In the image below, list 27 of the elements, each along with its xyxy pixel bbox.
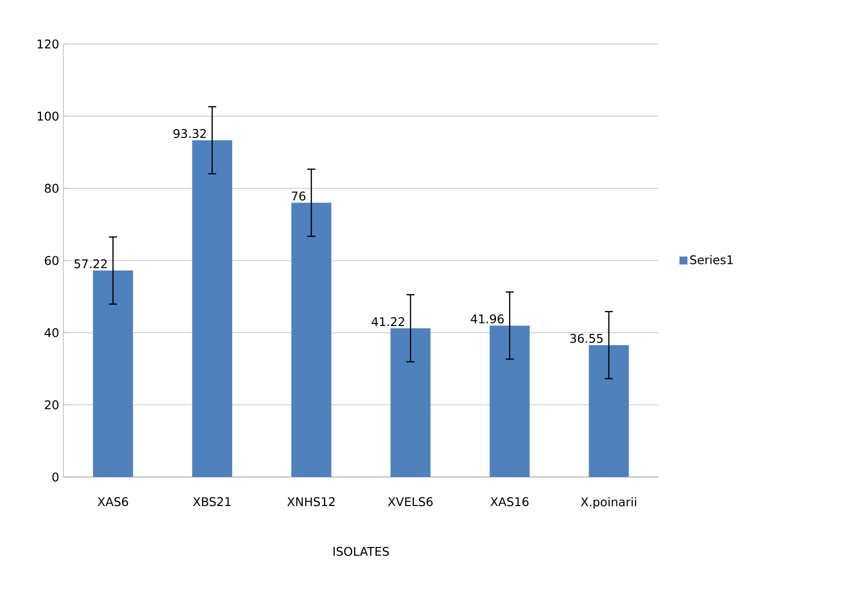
bar bbox=[93, 270, 134, 477]
data-label: 41.96 bbox=[470, 314, 504, 324]
data-label: 41.22 bbox=[372, 317, 404, 326]
x-tick-label: XAS16 bbox=[490, 497, 529, 506]
bar bbox=[192, 140, 232, 477]
bar bbox=[588, 345, 629, 477]
x-tick-label: XNHS12 bbox=[287, 497, 335, 506]
x-tick-label: XBS21 bbox=[193, 497, 231, 506]
y-tick-label: 120 bbox=[38, 39, 58, 49]
y-tick-label: 40 bbox=[44, 328, 58, 338]
x-axis-title: ISOLATES bbox=[334, 546, 389, 556]
legend-label: Series1 bbox=[690, 255, 733, 264]
bar bbox=[291, 202, 332, 477]
bar bbox=[490, 326, 530, 477]
y-tick-label: 20 bbox=[44, 400, 58, 410]
y-tick-label: 60 bbox=[44, 256, 58, 266]
data-label: 57.22 bbox=[74, 259, 107, 268]
data-label: 76 bbox=[292, 192, 306, 201]
y-tick-label: 0 bbox=[52, 472, 58, 482]
x-tick-label: XAS6 bbox=[98, 497, 128, 506]
y-tick-label: 100 bbox=[38, 112, 58, 121]
data-label: 93.32 bbox=[174, 129, 206, 138]
data-label: 36.55 bbox=[570, 334, 603, 343]
x-tick-label: X.poinarii bbox=[580, 497, 636, 509]
y-tick-label: 80 bbox=[44, 184, 58, 193]
bar bbox=[390, 328, 431, 477]
x-tick-label: XVELS6 bbox=[388, 497, 433, 506]
